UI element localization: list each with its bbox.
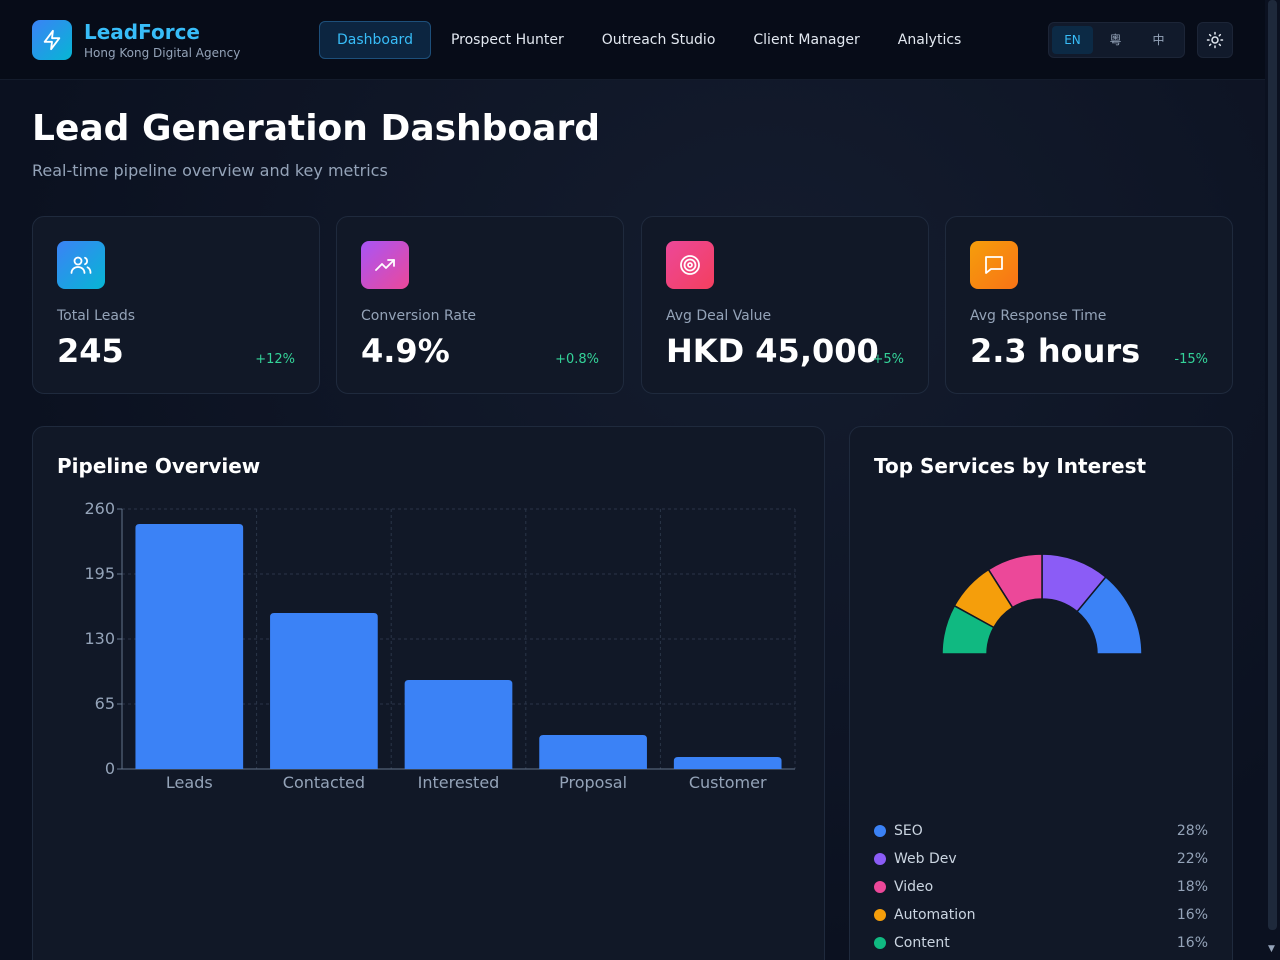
services-legend: SEO 28% Web Dev 22% Video 18% Automation 16% Con…: [874, 817, 1208, 957]
scroll-down-arrow[interactable]: ▼: [1268, 944, 1275, 954]
legend-item-seo[interactable]: SEO 28%: [874, 817, 1208, 845]
trending-up-icon: [361, 241, 409, 289]
x-tick-label: Customer: [689, 773, 767, 792]
bar-leads[interactable]: [135, 524, 244, 769]
brand-name[interactable]: LeadForce: [84, 20, 200, 44]
language-switcher: EN 粵 中: [1048, 22, 1185, 58]
services-panel: Top Services by Interest SEO 28% Web Dev 22…: [849, 426, 1233, 960]
metric-value: HKD 45,000: [666, 332, 879, 370]
nav-prospect-hunter[interactable]: Prospect Hunter: [450, 32, 564, 48]
y-tick-label: 65: [95, 694, 115, 713]
nav-client-manager[interactable]: Client Manager: [753, 32, 860, 48]
legend-percent: 28%: [1176, 823, 1208, 839]
top-navbar: LeadForce Hong Kong Digital Agency Dashb…: [0, 0, 1265, 80]
page-title: Lead Generation Dashboard: [32, 108, 601, 149]
scrollbar[interactable]: ▼: [1265, 0, 1280, 960]
legend-color-dot: [874, 937, 886, 949]
x-tick-label: Interested: [418, 773, 500, 792]
bar-proposal[interactable]: [539, 735, 647, 769]
metric-value: 245: [57, 332, 124, 370]
panel-title: Pipeline Overview: [57, 454, 261, 478]
legend-item-content[interactable]: Content 16%: [874, 929, 1208, 957]
metric-label: Total Leads: [57, 308, 136, 324]
lang-en-button[interactable]: EN: [1052, 26, 1093, 54]
lang-chinese-button[interactable]: 中: [1152, 33, 1165, 47]
legend-color-dot: [874, 881, 886, 893]
legend-percent: 16%: [1176, 935, 1208, 951]
y-tick-label: 195: [84, 564, 115, 583]
metric-value: 2.3 hours: [970, 332, 1141, 370]
theme-toggle-button[interactable]: [1197, 22, 1233, 58]
nav-outreach-studio[interactable]: Outreach Studio: [601, 32, 716, 48]
legend-item-web-dev[interactable]: Web Dev 22%: [874, 845, 1208, 873]
legend-label: Content: [894, 935, 950, 951]
x-tick-label: Leads: [166, 773, 213, 792]
slice-content[interactable]: [941, 604, 995, 655]
lang-cantonese-button[interactable]: 粵: [1109, 33, 1122, 47]
metric-change: -15%: [1174, 352, 1208, 367]
legend-label: Web Dev: [894, 851, 957, 867]
x-tick-label: Proposal: [559, 773, 627, 792]
legend-item-video[interactable]: Video 18%: [874, 873, 1208, 901]
users-icon: [57, 241, 105, 289]
pipeline-panel: Pipeline Overview 0 65 130 195 260 Leads Conta…: [32, 426, 825, 960]
legend-label: Video: [894, 879, 934, 895]
metric-label: Conversion Rate: [361, 308, 477, 324]
legend-percent: 16%: [1176, 907, 1208, 923]
sun-icon: [1206, 31, 1224, 49]
x-tick-label: Contacted: [283, 773, 365, 792]
legend-color-dot: [874, 825, 886, 837]
y-tick-label: 130: [84, 629, 115, 648]
metric-change: +0.8%: [555, 352, 599, 367]
legend-color-dot: [874, 909, 886, 921]
main-nav: Dashboard Prospect Hunter Outreach Studi…: [319, 21, 981, 59]
pipeline-bar-chart: 0 65 130 195 260 Leads Contacted Interested Prop…: [84, 499, 796, 792]
metric-change: +12%: [255, 352, 295, 367]
bar-customer[interactable]: [673, 757, 782, 769]
metric-label: Avg Deal Value: [666, 308, 772, 324]
metric-value: 4.9%: [361, 332, 450, 370]
brand-subtitle: Hong Kong Digital Agency: [84, 46, 241, 60]
legend-percent: 18%: [1176, 879, 1208, 895]
metric-card-conversion-rate: Conversion Rate 4.9% +0.8%: [336, 216, 624, 394]
lightning-icon[interactable]: [32, 20, 72, 60]
y-tick-label: 0: [105, 759, 115, 778]
bar-interested[interactable]: [404, 680, 513, 769]
y-tick-label: 260: [84, 499, 115, 518]
message-icon: [970, 241, 1018, 289]
metric-card-avg-response-time: Avg Response Time 2.3 hours -15%: [945, 216, 1233, 394]
target-icon: [666, 241, 714, 289]
panel-title: Top Services by Interest: [874, 454, 1147, 478]
metric-change: +5%: [872, 352, 904, 367]
legend-item-automation[interactable]: Automation 16%: [874, 901, 1208, 929]
legend-color-dot: [874, 853, 886, 865]
legend-label: Automation: [894, 907, 976, 923]
legend-label: SEO: [894, 823, 923, 839]
metric-card-avg-deal-value: Avg Deal Value HKD 45,000 +5%: [641, 216, 929, 394]
legend-percent: 22%: [1176, 851, 1208, 867]
scroll-thumb[interactable]: [1268, 0, 1277, 930]
nav-analytics[interactable]: Analytics: [897, 32, 962, 48]
nav-dashboard[interactable]: Dashboard: [319, 21, 431, 59]
metric-label: Avg Response Time: [970, 308, 1107, 324]
metric-card-total-leads: Total Leads 245 +12%: [32, 216, 320, 394]
services-half-donut-chart: [941, 553, 1143, 655]
page-subtitle: Real-time pipeline overview and key metr…: [32, 161, 388, 180]
bar-contacted[interactable]: [270, 613, 378, 769]
